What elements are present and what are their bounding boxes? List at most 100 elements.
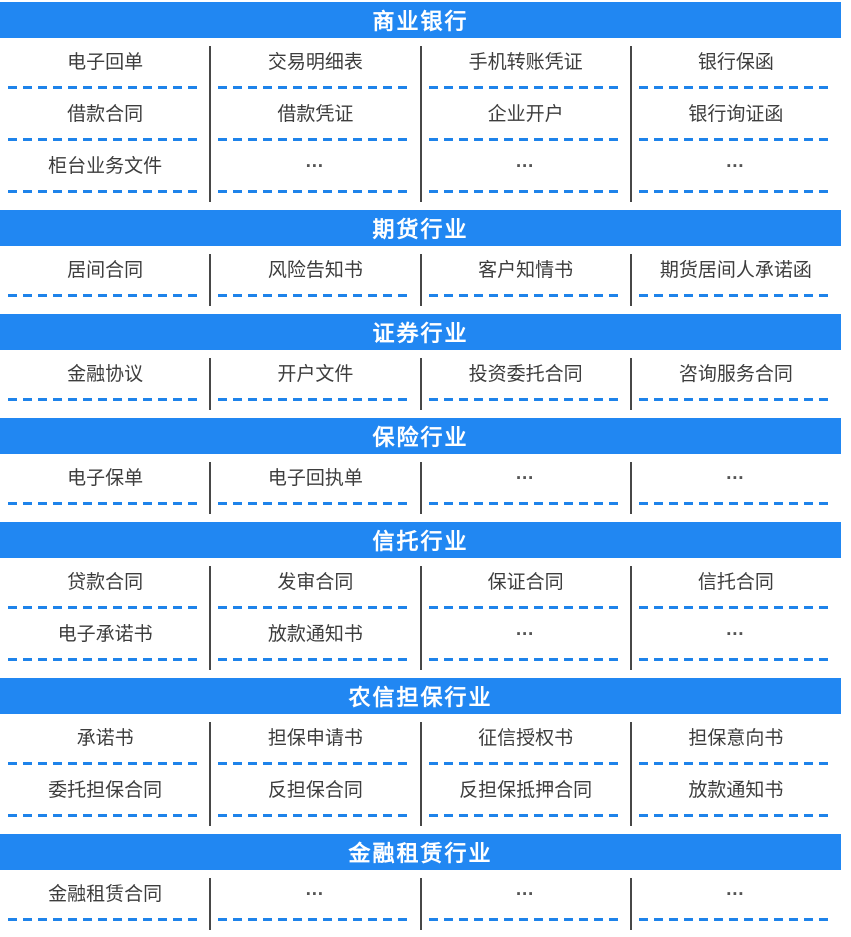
dashed-underline [218, 762, 413, 765]
doc-type-cell: 银行询证函 [631, 90, 841, 142]
doc-type-cell: 反担保合同 [210, 766, 420, 818]
dashed-underline [218, 398, 413, 401]
dashed-underline [638, 190, 833, 193]
more-items-ellipsis: … [725, 878, 747, 900]
more-items-ellipsis: … [515, 618, 537, 640]
dashed-underline [8, 294, 203, 297]
more-items-ellipsis: … [725, 462, 747, 484]
table-row: 贷款合同 发审合同 保证合同 信托合同 [0, 558, 841, 610]
doc-type-cell: 担保意向书 [631, 714, 841, 766]
doc-type-label: 反担保抵押合同 [459, 780, 593, 801]
industry-document-table: 商业银行 电子回单 交易明细表 手机转账凭证 银行保函 借款合同 借款凭证 企业开户 银行询证函… [0, 2, 841, 930]
section-header: 证券行业 [0, 314, 841, 350]
doc-type-cell: 交易明细表 [210, 38, 420, 90]
column-divider [209, 358, 212, 410]
dashed-underline [8, 606, 203, 609]
dashed-underline [218, 606, 413, 609]
doc-type-cell: 委托担保合同 [0, 766, 210, 818]
dashed-underline [218, 502, 413, 505]
column-divider [419, 566, 422, 670]
doc-type-cell: … [421, 142, 631, 194]
dashed-underline [428, 138, 623, 141]
doc-type-label: 借款凭证 [277, 104, 354, 125]
doc-type-label: 咨询服务合同 [678, 364, 793, 385]
dashed-underline [638, 606, 833, 609]
column-divider [419, 722, 422, 826]
dashed-underline [638, 762, 833, 765]
doc-type-label: 征信授权书 [478, 728, 574, 749]
doc-type-cell: 承诺书 [0, 714, 210, 766]
doc-type-cell: 担保申请书 [210, 714, 420, 766]
doc-type-label: 保证合同 [487, 572, 564, 593]
doc-type-cell: 风险告知书 [210, 246, 420, 298]
dashed-underline [428, 294, 623, 297]
doc-type-label: 金融租赁合同 [48, 884, 163, 905]
doc-type-label: 银行询证函 [688, 104, 784, 125]
doc-type-cell: 开户文件 [210, 350, 420, 402]
doc-type-cell: … [421, 454, 631, 506]
doc-type-cell: … [421, 870, 631, 922]
doc-type-cell: 借款合同 [0, 90, 210, 142]
doc-type-cell: … [210, 142, 420, 194]
column-divider [629, 878, 632, 930]
dashed-underline [218, 658, 413, 661]
column-divider [419, 46, 422, 202]
doc-type-label: 居间合同 [67, 260, 144, 281]
more-items-ellipsis: … [515, 150, 537, 172]
column-divider [629, 722, 632, 826]
column-divider [629, 254, 632, 306]
table-row: 承诺书 担保申请书 征信授权书 担保意向书 [0, 714, 841, 766]
doc-type-label: 银行保函 [697, 52, 774, 73]
more-items-ellipsis: … [304, 878, 326, 900]
doc-type-cell: 发审合同 [210, 558, 420, 610]
section-rows: 电子保单 电子回执单…… [0, 454, 841, 514]
column-divider [419, 254, 422, 306]
doc-type-label: 客户知情书 [478, 260, 574, 281]
section-header: 期货行业 [0, 210, 841, 246]
doc-type-cell: … [631, 870, 841, 922]
industry-section: 期货行业 居间合同 风险告知书 客户知情书 期货居间人承诺函 [0, 210, 841, 306]
dashed-underline [428, 606, 623, 609]
more-items-ellipsis: … [304, 150, 326, 172]
doc-type-cell: … [631, 610, 841, 662]
industry-section: 证券行业 金融协议 开户文件 投资委托合同 咨询服务合同 [0, 314, 841, 410]
dashed-underline [8, 762, 203, 765]
doc-type-label: 企业开户 [487, 104, 564, 125]
dashed-underline [218, 294, 413, 297]
section-rows: 居间合同 风险告知书 客户知情书 期货居间人承诺函 [0, 246, 841, 306]
doc-type-cell: 放款通知书 [631, 766, 841, 818]
doc-type-cell: 借款凭证 [210, 90, 420, 142]
table-row: 电子承诺书 放款通知书 … … [0, 610, 841, 662]
column-divider [419, 878, 422, 930]
section-rows: 承诺书 担保申请书 征信授权书 担保意向书委托担保合同 反担保合同 反担保抵押合同 放款通知… [0, 714, 841, 826]
doc-type-cell: 信托合同 [631, 558, 841, 610]
dashed-underline [428, 86, 623, 89]
industry-section: 农信担保行业 承诺书 担保申请书 征信授权书 担保意向书 委托担保合同 反担保合同 反担保抵押… [0, 678, 841, 826]
section-rows: 贷款合同 发审合同 保证合同 信托合同 电子承诺书 放款通知书…… [0, 558, 841, 670]
dashed-underline [638, 398, 833, 401]
dashed-underline [638, 918, 833, 921]
dashed-underline [428, 918, 623, 921]
doc-type-cell: 银行保函 [631, 38, 841, 90]
doc-type-cell: 客户知情书 [421, 246, 631, 298]
doc-type-label: 反担保合同 [267, 780, 363, 801]
table-row: 借款合同 借款凭证 企业开户 银行询证函 [0, 90, 841, 142]
column-divider [209, 46, 212, 202]
table-row: 委托担保合同 反担保合同 反担保抵押合同 放款通知书 [0, 766, 841, 818]
doc-type-cell: 企业开户 [421, 90, 631, 142]
doc-type-cell: 放款通知书 [210, 610, 420, 662]
doc-type-label: 电子承诺书 [57, 624, 153, 645]
section-header: 信托行业 [0, 522, 841, 558]
dashed-underline [638, 658, 833, 661]
section-rows: 金融协议 开户文件 投资委托合同 咨询服务合同 [0, 350, 841, 410]
dashed-underline [8, 398, 203, 401]
dashed-underline [218, 918, 413, 921]
doc-type-cell: 金融协议 [0, 350, 210, 402]
table-row: 柜台业务文件……… [0, 142, 841, 194]
doc-type-cell: 征信授权书 [421, 714, 631, 766]
dashed-underline [638, 502, 833, 505]
doc-type-label: 电子回单 [67, 52, 144, 73]
dashed-underline [218, 138, 413, 141]
table-row: 电子保单 电子回执单…… [0, 454, 841, 506]
dashed-underline [8, 86, 203, 89]
